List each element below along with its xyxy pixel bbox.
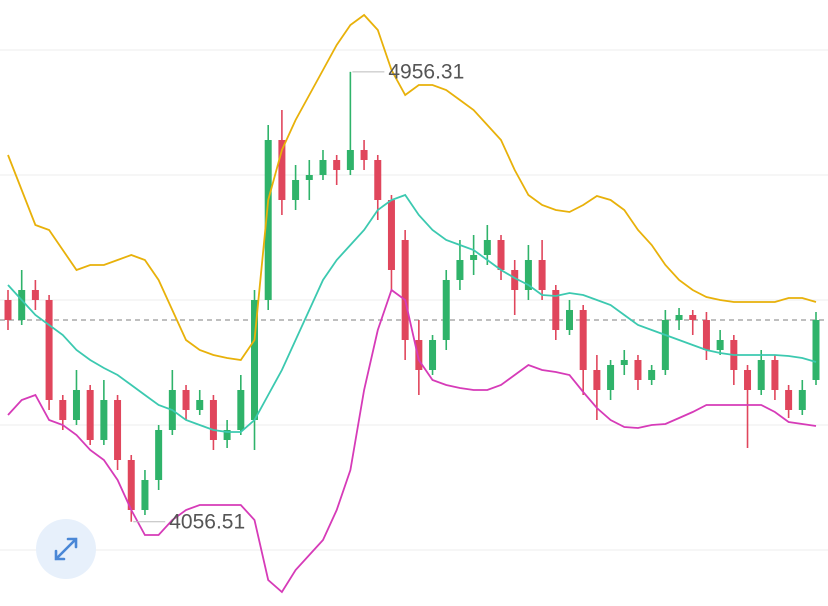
candle-body xyxy=(812,320,820,380)
candle-body xyxy=(675,315,683,320)
band-line xyxy=(7,13,817,361)
candle-body xyxy=(620,360,628,365)
candle-body xyxy=(456,260,464,280)
band-line xyxy=(7,193,817,433)
candle-body xyxy=(538,260,546,290)
candle-body xyxy=(387,200,395,270)
candle-body xyxy=(264,140,272,300)
candle-body xyxy=(415,340,423,370)
candle-body xyxy=(579,310,587,370)
candle-body xyxy=(798,390,806,410)
candle-body xyxy=(223,430,231,440)
candle-body xyxy=(401,240,409,340)
candle-body xyxy=(114,400,122,460)
extreme-label: 4056.51 xyxy=(169,510,245,533)
candle-body xyxy=(141,480,149,510)
candle-body xyxy=(72,390,80,420)
candle-body xyxy=(634,360,642,380)
candle-body xyxy=(4,300,12,320)
candle-body xyxy=(292,180,300,200)
candle-body xyxy=(100,400,108,440)
candle-body xyxy=(565,310,573,330)
candle-body xyxy=(744,370,752,390)
candle-body xyxy=(429,340,437,370)
candle-body xyxy=(716,340,724,350)
candle-body xyxy=(360,150,368,160)
candle-body xyxy=(45,300,53,400)
candle-body xyxy=(524,260,532,290)
candle-body xyxy=(661,320,669,370)
candle-body xyxy=(305,175,313,180)
candle-body xyxy=(648,370,656,380)
expand-icon[interactable] xyxy=(54,537,78,561)
candle-body xyxy=(86,390,94,440)
candle-body xyxy=(237,390,245,430)
expand-button[interactable] xyxy=(36,519,96,579)
candle-body xyxy=(319,160,327,175)
candle-body xyxy=(209,400,217,440)
candle-body xyxy=(757,360,765,390)
candle-body xyxy=(333,160,341,170)
candle-body xyxy=(251,300,259,420)
candle-body xyxy=(346,150,354,170)
candle-body xyxy=(182,390,190,410)
candle-body xyxy=(483,240,491,255)
band-line xyxy=(7,288,817,594)
candle-body xyxy=(470,255,478,260)
candle-body xyxy=(511,270,519,290)
extreme-label: 4956.31 xyxy=(388,60,464,83)
candle-body xyxy=(785,390,793,410)
candle-body xyxy=(155,430,163,480)
candle-body xyxy=(497,240,505,270)
candle-body xyxy=(31,290,39,300)
candle-body xyxy=(18,290,26,320)
candle-body xyxy=(593,370,601,390)
candle-body xyxy=(278,140,286,200)
candle-body xyxy=(127,460,135,510)
candle-body xyxy=(442,280,450,340)
candle-body xyxy=(374,160,382,200)
candle-body xyxy=(689,315,697,320)
candle-body xyxy=(59,400,67,420)
candle-body xyxy=(771,360,779,390)
candle-body xyxy=(196,400,204,410)
candle-body xyxy=(552,290,560,330)
candle-body xyxy=(702,320,710,350)
candle-body xyxy=(607,365,615,390)
